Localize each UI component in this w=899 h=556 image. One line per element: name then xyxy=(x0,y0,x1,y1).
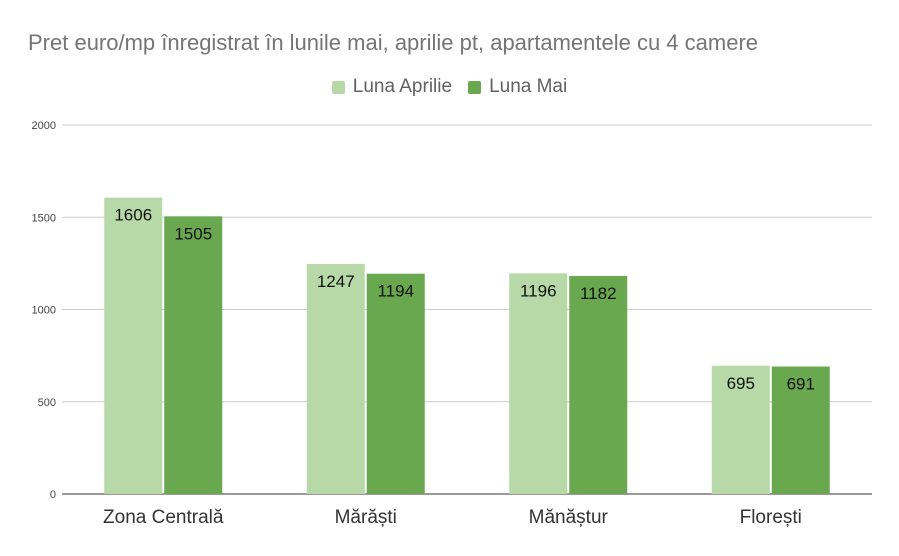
bar-mai xyxy=(366,273,425,494)
data-label: 695 xyxy=(727,374,755,393)
x-category-label: Mănăștur xyxy=(529,507,609,528)
y-tick-label: 2000 xyxy=(32,120,56,132)
data-label: 1505 xyxy=(174,224,212,243)
legend-swatch-aprilie xyxy=(331,80,345,94)
data-label: 1606 xyxy=(114,206,152,225)
bar-mai xyxy=(164,216,223,494)
bar-aprilie xyxy=(104,197,163,494)
x-category-label: Zona Centrală xyxy=(103,507,224,528)
chart-title: Pret euro/mp înregistrat în lunile mai, … xyxy=(28,30,759,55)
legend: Luna Aprilie Luna Mai xyxy=(0,76,899,98)
bar-aprilie xyxy=(509,273,568,494)
legend-item-aprilie: Luna Aprilie xyxy=(331,76,453,98)
legend-label-aprilie: Luna Aprilie xyxy=(352,76,453,97)
data-label: 691 xyxy=(787,375,815,394)
legend-swatch-mai xyxy=(468,80,482,94)
x-category-label: Florești xyxy=(740,507,802,528)
y-tick-label: 1500 xyxy=(32,212,56,224)
legend-label-mai: Luna Mai xyxy=(489,76,568,97)
bar-mai xyxy=(569,275,628,494)
bar-aprilie xyxy=(306,263,365,494)
bar-aprilie xyxy=(711,365,770,494)
data-label: 1194 xyxy=(377,282,414,301)
bar-mai xyxy=(771,366,830,494)
data-label: 1182 xyxy=(580,284,617,303)
y-tick-label: 0 xyxy=(50,489,56,501)
data-label: 1247 xyxy=(317,272,355,291)
y-tick-label: 1000 xyxy=(32,305,56,317)
y-tick-label: 500 xyxy=(38,397,56,409)
data-label: 1196 xyxy=(520,281,557,300)
legend-item-mai: Luna Mai xyxy=(468,76,567,98)
x-category-label: Mărăști xyxy=(335,507,397,528)
